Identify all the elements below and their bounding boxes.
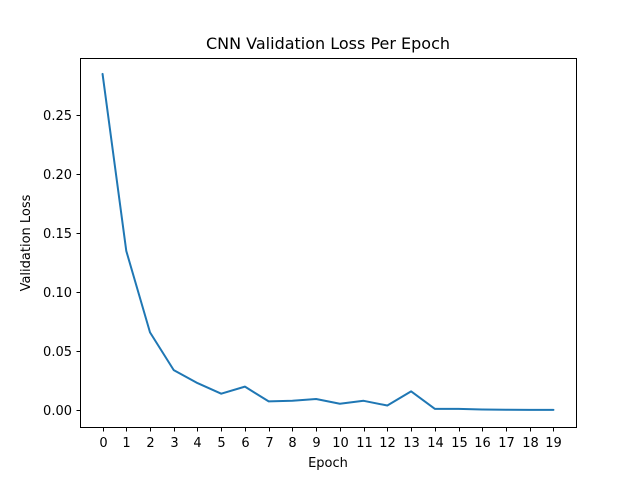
y-tick-label: 0.10 xyxy=(43,286,72,301)
x-tick-label: 11 xyxy=(356,436,373,451)
x-tick-label: 18 xyxy=(522,436,539,451)
y-tick-label: 0.15 xyxy=(43,227,72,242)
x-tick-label: 9 xyxy=(312,436,320,451)
x-axis: 0 1 2 3 4 5 6 7 8 9 10 11 12 13 14 15 16 17 18 19 xyxy=(99,427,562,451)
x-tick-label: 2 xyxy=(146,436,154,451)
x-tick-label: 6 xyxy=(241,436,249,451)
x-tick-label: 3 xyxy=(170,436,178,451)
x-tick-label: 12 xyxy=(379,436,396,451)
x-tick-label: 1 xyxy=(122,436,130,451)
series-line xyxy=(101,72,555,411)
x-axis-label: Epoch xyxy=(308,456,348,471)
y-tick-label: 0.20 xyxy=(43,168,72,183)
y-tick-label: 0.00 xyxy=(43,404,72,419)
plot-area xyxy=(80,58,577,428)
x-tick-label: 7 xyxy=(265,436,273,451)
x-tick-label: 13 xyxy=(403,436,420,451)
x-tick-label: 5 xyxy=(217,436,225,451)
x-tick-label: 8 xyxy=(288,436,296,451)
x-tick-label: 17 xyxy=(498,436,515,451)
y-tick-label: 0.05 xyxy=(43,345,72,360)
x-tick-label: 19 xyxy=(545,436,562,451)
y-axis-label: Validation Loss xyxy=(19,194,34,291)
x-tick-label: 0 xyxy=(99,436,107,451)
plot-frame xyxy=(80,58,577,428)
y-axis: 0.00 0.05 0.10 0.15 0.20 0.25 xyxy=(43,109,81,419)
chart-title: CNN Validation Loss Per Epoch xyxy=(206,34,450,53)
x-tick-label: 15 xyxy=(451,436,468,451)
x-tick-label: 14 xyxy=(427,436,444,451)
x-tick-label: 10 xyxy=(332,436,349,451)
x-tick-label: 4 xyxy=(193,436,201,451)
y-tick-label: 0.25 xyxy=(43,109,72,124)
x-tick-label: 16 xyxy=(474,436,491,451)
